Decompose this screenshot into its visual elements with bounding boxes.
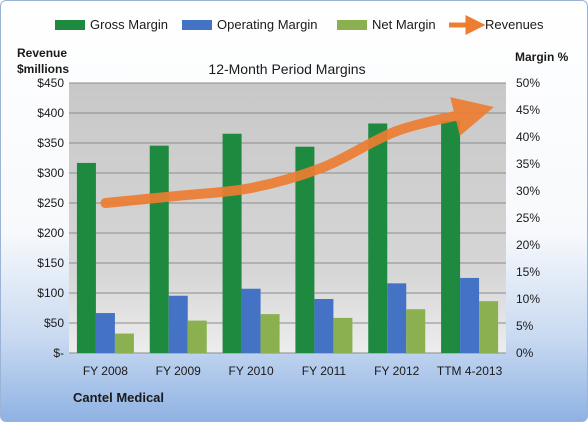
legend-swatch-operating-margin bbox=[182, 20, 212, 30]
right-axis-title: Margin % bbox=[515, 50, 569, 64]
legend-label-operating-margin: Operating Margin bbox=[217, 17, 317, 32]
legend-label-net-margin: Net Margin bbox=[372, 17, 436, 32]
category-label: FY 2011 bbox=[302, 364, 347, 378]
bar-net-margin bbox=[187, 320, 207, 353]
right-axis-ticks: 0% 5% 10% 15% 20% 25% 30% 35% 40% 45% 50% bbox=[516, 76, 540, 360]
bar-net-margin bbox=[333, 317, 353, 353]
legend-swatch-net-margin bbox=[337, 20, 367, 30]
bar-gross-margin bbox=[295, 146, 315, 353]
bar-net-margin bbox=[406, 309, 426, 353]
left-axis-title-line1: Revenue bbox=[17, 46, 67, 60]
category-label: FY 2012 bbox=[374, 364, 419, 378]
gridlines bbox=[69, 82, 506, 354]
right-tick-label: 0% bbox=[516, 346, 534, 360]
right-tick-label: 5% bbox=[516, 319, 534, 333]
revenue-line bbox=[100, 97, 494, 208]
right-tick-label: 35% bbox=[516, 157, 540, 171]
bar-net-margin bbox=[260, 314, 280, 353]
bar-operating-margin bbox=[241, 288, 261, 353]
revenue-line-path bbox=[100, 97, 494, 208]
left-tick-label: $450 bbox=[37, 76, 64, 90]
category-labels: FY 2008 FY 2009 FY 2010 FY 2011 FY 2012 TTM 4… bbox=[83, 364, 503, 378]
bar-operating-margin bbox=[168, 295, 188, 353]
left-axis-title-line2: $millions bbox=[17, 62, 69, 76]
bar-gross-margin bbox=[76, 162, 96, 353]
bar-operating-margin bbox=[314, 299, 334, 353]
bar-operating-margin bbox=[460, 277, 480, 353]
bar-operating-margin bbox=[95, 313, 115, 353]
legend-swatch-gross-margin bbox=[55, 20, 85, 30]
left-tick-label: $50 bbox=[44, 316, 64, 330]
company-label: Cantel Medical bbox=[73, 390, 164, 405]
right-tick-label: 45% bbox=[516, 103, 540, 117]
left-tick-label: $100 bbox=[37, 286, 64, 300]
bar-operating-margin bbox=[387, 283, 407, 353]
left-tick-label: $200 bbox=[37, 226, 64, 240]
bar-gross-margin bbox=[149, 145, 169, 353]
category-label: TTM 4-2013 bbox=[437, 364, 503, 378]
bar-net-margin bbox=[114, 333, 134, 353]
left-tick-label: $350 bbox=[37, 136, 64, 150]
right-tick-label: 25% bbox=[516, 211, 540, 225]
legend: Gross Margin Operating Margin Net Margin… bbox=[55, 15, 544, 35]
right-tick-label: 40% bbox=[516, 130, 540, 144]
bar-gross-margin bbox=[368, 123, 388, 353]
left-tick-label: $400 bbox=[37, 106, 64, 120]
bar-marks bbox=[76, 120, 499, 353]
left-tick-label: $150 bbox=[37, 256, 64, 270]
category-label: FY 2010 bbox=[229, 364, 274, 378]
category-label: FY 2008 bbox=[83, 364, 128, 378]
chart-title: 12-Month Period Margins bbox=[208, 61, 365, 77]
left-tick-label: $300 bbox=[37, 166, 64, 180]
right-tick-label: 30% bbox=[516, 184, 540, 198]
left-axis-ticks: $- $50 $100 $150 $200 $250 $300 $350 $400 $450 bbox=[37, 76, 64, 360]
category-label: FY 2009 bbox=[156, 364, 201, 378]
left-tick-label: $250 bbox=[37, 196, 64, 210]
right-tick-label: 50% bbox=[516, 76, 540, 90]
legend-label-gross-margin: Gross Margin bbox=[90, 17, 168, 32]
left-tick-label: $- bbox=[53, 346, 64, 360]
plot-area bbox=[69, 83, 506, 353]
bar-gross-margin bbox=[222, 133, 242, 353]
bar-gross-margin bbox=[441, 120, 461, 353]
right-tick-label: 15% bbox=[516, 265, 540, 279]
right-tick-label: 10% bbox=[516, 292, 540, 306]
right-tick-label: 20% bbox=[516, 238, 540, 252]
legend-label-revenues: Revenues bbox=[485, 17, 544, 32]
bar-net-margin bbox=[479, 301, 499, 353]
